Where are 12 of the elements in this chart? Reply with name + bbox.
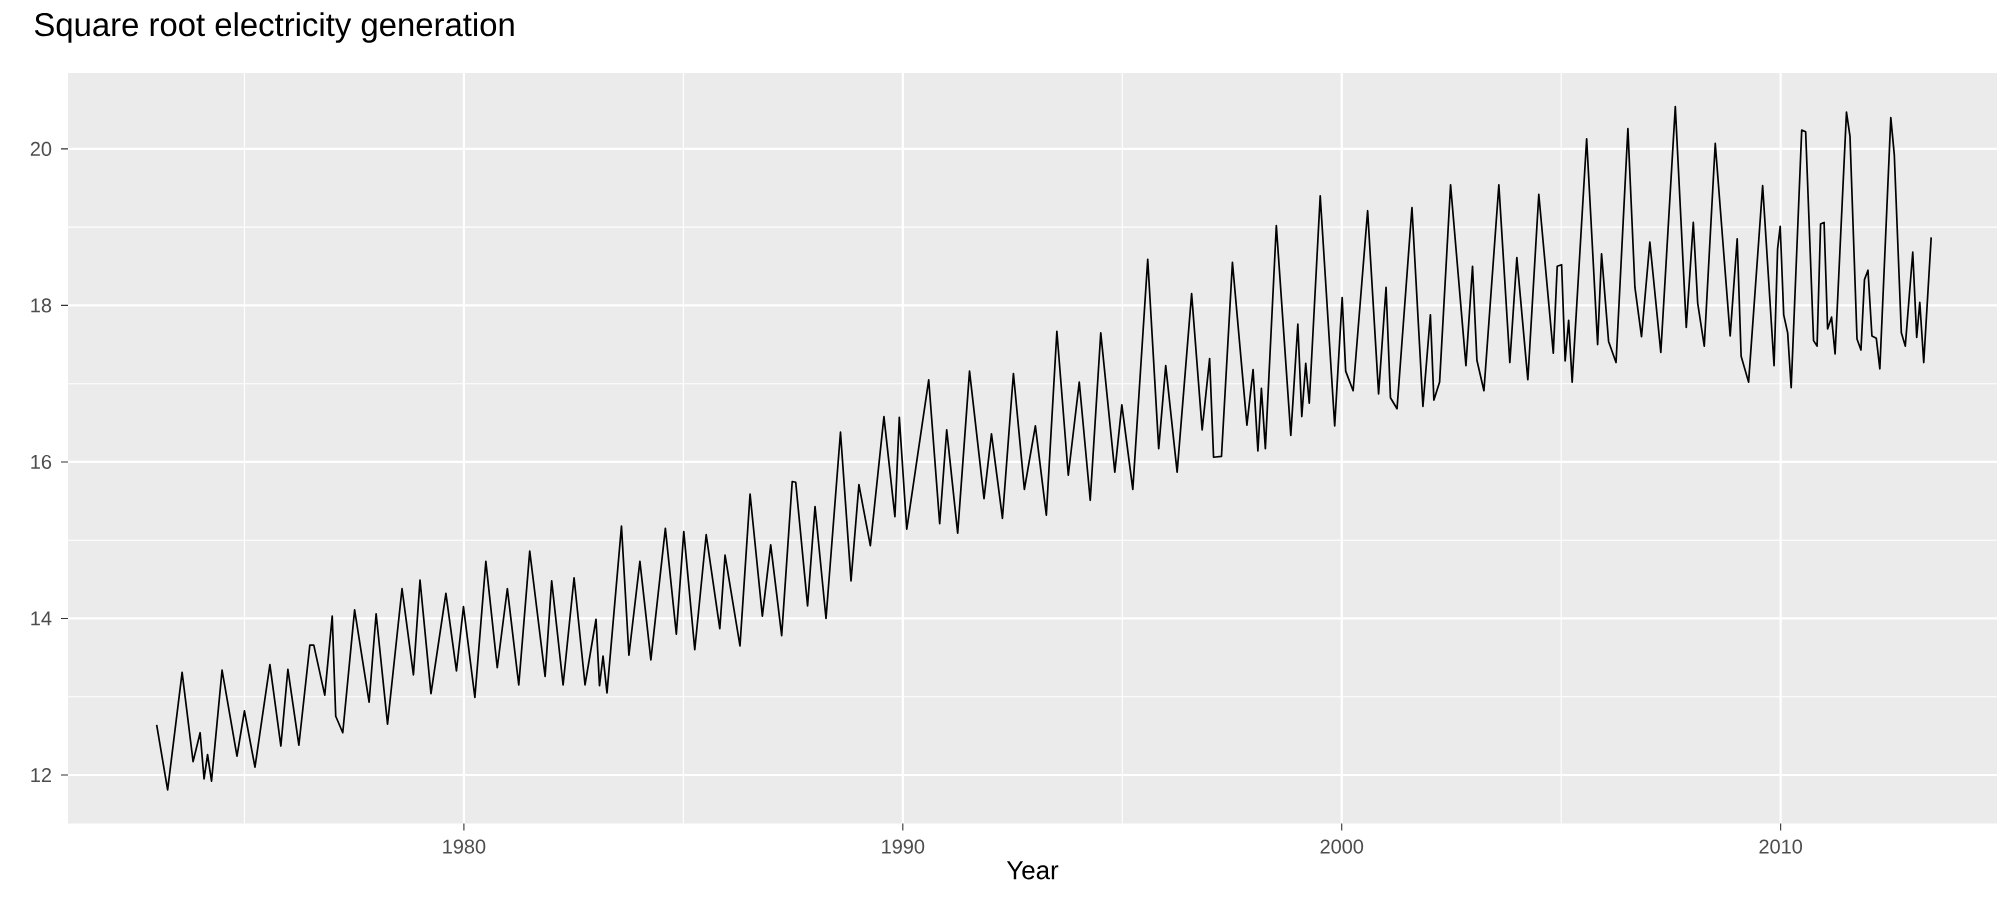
x-tick-label: 2010: [1759, 839, 1803, 854]
y-tick-label: 16: [31, 454, 52, 469]
x-tick-label: 1990: [882, 839, 925, 854]
x-axis-title: Year: [1006, 861, 1059, 880]
y-tick-label: 20: [30, 141, 52, 156]
chart-title: Square root electricity generation: [34, 12, 514, 43]
x-tick-label: 2000: [1320, 839, 1364, 854]
y-tick-label: 12: [31, 768, 51, 782]
line-series: [155, 105, 1933, 791]
x-tick-label: 1980: [443, 839, 486, 854]
y-tick-label: 14: [31, 611, 52, 626]
y-tick-label: 18: [31, 298, 52, 313]
